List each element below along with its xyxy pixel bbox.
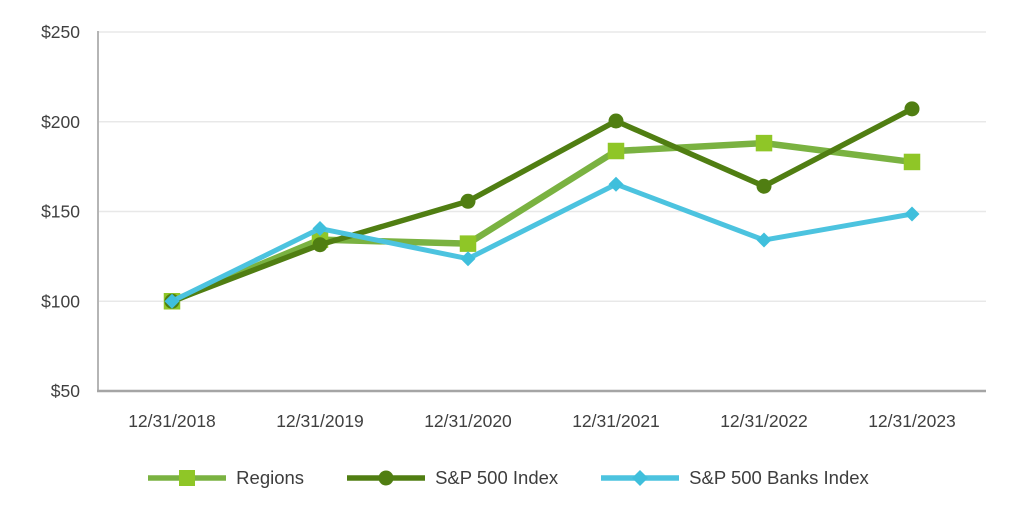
data-point-marker-square [755, 134, 773, 152]
legend-item-s-p-500-banks-index: S&P 500 Banks Index [600, 466, 869, 490]
legend-swatch-diamond-icon [601, 470, 680, 486]
data-point-marker-square [903, 153, 921, 171]
data-point-marker-circle [608, 113, 624, 129]
series-line-regions [168, 139, 916, 305]
data-point-marker-diamond [756, 232, 772, 248]
y-axis-tick-label: $100 [41, 291, 80, 311]
x-axis-tick-label: 12/31/2022 [720, 411, 808, 431]
data-point-marker-circle [756, 178, 772, 194]
x-axis-tick-label: 12/31/2023 [868, 411, 956, 431]
y-axis-tick-label: $250 [41, 22, 80, 42]
legend-item-regions: Regions [147, 466, 304, 490]
legend-label: S&P 500 Banks Index [689, 467, 869, 488]
data-point-marker-diamond [608, 176, 624, 192]
data-point-marker-circle [312, 237, 328, 253]
legend-label: Regions [236, 467, 305, 488]
data-point-marker-diamond [904, 206, 920, 222]
y-axis-tick-label: $50 [51, 381, 80, 401]
series-line-s-p-500-index [169, 106, 915, 304]
series-line-s-p-500-banks-index [169, 181, 915, 304]
x-axis-tick-label: 12/31/2019 [276, 411, 364, 431]
data-point-marker-circle [904, 101, 920, 117]
line-chart-canvas: $250 $200 $150 $100 $50 12/31/2018 12/31/2019 1… [41, 22, 986, 431]
x-axis-tick-label: 12/31/2018 [128, 411, 216, 431]
data-point-marker-diamond [164, 293, 180, 309]
data-point-marker-square [459, 235, 477, 252]
data-point-marker-square [607, 142, 625, 160]
series-s-p-500-banks-index [164, 176, 920, 309]
legend-swatch-square-icon [148, 470, 227, 486]
legend-item-s-p-500-index: S&P 500 Index [346, 466, 558, 490]
x-axis-tick-label: 12/31/2020 [424, 411, 512, 431]
legend-swatch-circle-icon [347, 470, 426, 486]
data-point-marker-diamond [312, 221, 328, 237]
data-point-marker-diamond [460, 251, 476, 267]
legend-label: S&P 500 Index [435, 467, 559, 488]
x-axis-tick-label: 12/31/2021 [572, 411, 660, 431]
y-axis-tick-label: $150 [41, 202, 80, 222]
chart-legend: Regions S&P 500 Index S&P 500 Banks Index [0, 466, 1016, 490]
y-axis-tick-label: $200 [41, 112, 80, 132]
data-point-marker-circle [460, 193, 476, 209]
series-s-p-500-index [164, 101, 920, 309]
